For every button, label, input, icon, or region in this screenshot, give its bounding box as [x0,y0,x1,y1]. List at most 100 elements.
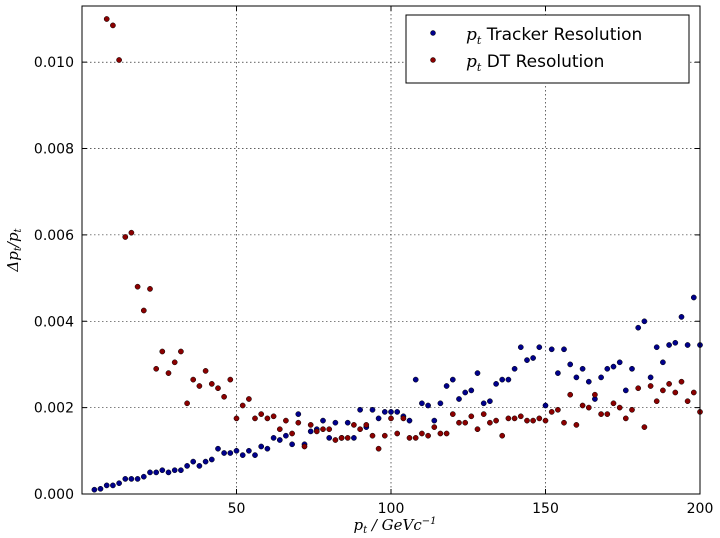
data-point [443,383,450,389]
data-point [449,376,456,383]
data-point [264,415,271,422]
data-point [184,400,190,407]
data-point [215,445,221,452]
data-point [196,383,203,389]
data-point [239,452,246,458]
x-tick-label: 50 [228,501,246,517]
data-point [647,374,654,381]
data-point [283,432,289,439]
data-point [178,348,184,355]
data-point [270,413,277,420]
data-point [542,417,549,424]
data-point [208,456,215,463]
data-point [375,415,382,422]
data-point [91,486,98,493]
data-point [332,437,339,443]
data-point [134,283,141,290]
data-point [536,344,543,351]
data-point [579,402,586,409]
data-point [622,387,629,394]
data-point [202,458,209,465]
y-tick-label: 0.004 [34,314,74,330]
data-point [548,346,555,353]
data-point [227,450,234,456]
data-point [622,415,629,422]
legend-marker-tracker [430,30,436,36]
data-point [103,482,110,489]
data-point [375,445,382,452]
data-point [684,398,691,405]
data-point [357,426,363,433]
data-point [660,359,666,366]
data-point [381,409,388,415]
data-point [499,432,506,439]
series-1 [103,16,703,452]
data-point [406,435,413,441]
data-point [165,469,172,476]
data-point [140,307,147,314]
data-point [511,365,518,372]
data-point [140,473,147,480]
data-point [332,419,339,426]
data-point [276,426,283,433]
data-point [147,469,153,476]
data-point [246,447,252,454]
data-point [629,406,635,413]
data-point [313,428,320,435]
data-point [511,415,518,422]
data-point [641,318,648,325]
data-point [524,357,530,363]
data-point [579,365,586,372]
data-point [425,432,431,439]
data-point [276,437,283,443]
legend-label-tracker: pt Tracker Resolution [466,25,642,47]
data-point [159,467,166,474]
y-tick-label: 0.000 [34,487,74,503]
data-point [153,365,160,372]
axis-ticks [82,6,701,495]
data-point [672,389,679,396]
data-point [542,402,549,409]
data-point [462,389,469,396]
data-point [585,378,592,385]
data-point [437,400,444,407]
data-point [344,419,351,426]
data-point [653,398,660,405]
data-point [369,432,376,439]
data-point [561,346,567,353]
legend-label-dt: pt DT Resolution [466,52,604,74]
data-point [134,476,141,482]
data-point [443,430,450,437]
data-point [598,374,604,381]
data-point [264,445,271,452]
legend-box [405,14,690,84]
data-point [678,378,685,385]
data-point [270,435,277,441]
data-point [159,348,166,355]
data-point [351,435,357,441]
y-tick-label: 0.010 [34,55,74,71]
data-point [536,415,543,422]
x-axis-label: pt / GeVc−1 [353,516,436,536]
data-point [647,383,654,389]
data-point [227,376,234,383]
data-point [122,234,129,240]
data-point [480,400,487,407]
data-point [153,469,160,476]
data-point [239,402,246,409]
data-point [419,430,425,437]
data-point [629,365,635,372]
data-point [320,426,326,433]
data-point [474,370,481,376]
data-point [233,447,240,454]
x-tick-label: 100 [378,501,405,517]
data-point [604,411,611,417]
data-point [338,435,345,441]
data-point [641,424,648,430]
data-point [412,435,419,441]
series-0 [91,294,703,493]
data-point [97,485,104,492]
data-point [456,396,462,402]
data-point [660,387,666,394]
